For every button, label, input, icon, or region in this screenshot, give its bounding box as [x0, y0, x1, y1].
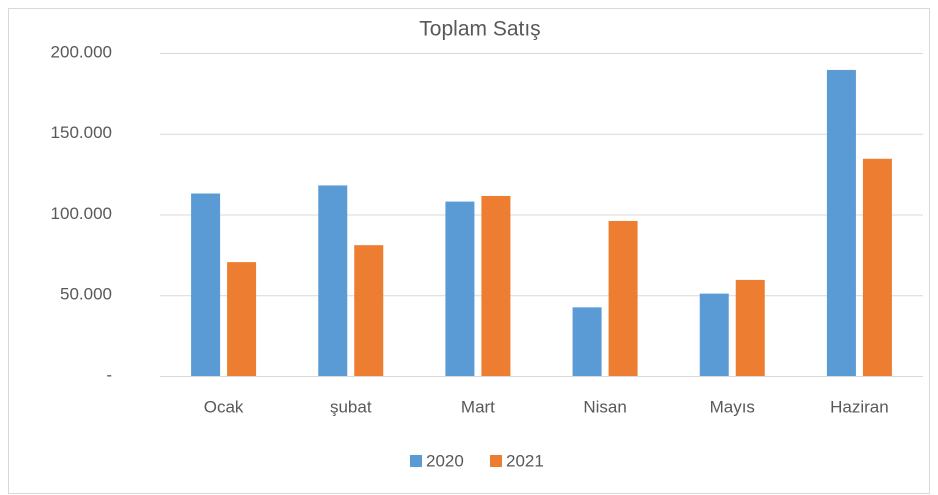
x-tick-label: Mayıs: [710, 397, 755, 416]
y-tick-label: 150.000: [51, 123, 112, 142]
y-tick-label: 50.000: [60, 285, 112, 304]
bar: [699, 293, 729, 376]
x-tick-label: şubat: [330, 397, 372, 416]
bar: [862, 158, 892, 376]
legend-swatch: [410, 455, 422, 467]
x-tick-label: Nisan: [583, 397, 626, 416]
bar: [735, 279, 765, 376]
legend-swatch: [490, 455, 502, 467]
bar: [227, 262, 257, 376]
bar: [572, 307, 602, 376]
bar: [354, 245, 384, 376]
y-tick-label: 200.000: [51, 42, 112, 61]
y-tick-label: 100.000: [51, 204, 112, 223]
x-tick-label: Ocak: [204, 397, 244, 416]
bar: [481, 195, 511, 376]
bar: [318, 185, 348, 376]
legend-label: 2020: [426, 451, 464, 470]
chart-title: Toplam Satış: [419, 18, 540, 41]
x-tick-label: Haziran: [830, 397, 889, 416]
bar: [826, 69, 856, 377]
legend-label: 2021: [506, 451, 544, 470]
bar: [608, 220, 638, 376]
bar: [445, 201, 475, 376]
y-tick-label: -: [106, 365, 112, 384]
x-tick-label: Mart: [461, 397, 495, 416]
bar: [191, 193, 221, 376]
